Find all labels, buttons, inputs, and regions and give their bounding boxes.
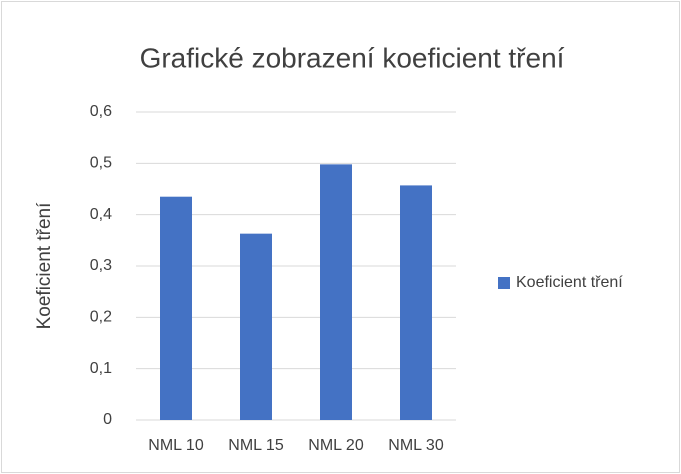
y-axis-label: Koeficient tření: [34, 202, 55, 329]
x-tick-label: NML 20: [308, 437, 364, 454]
x-tick-label: NML 10: [148, 437, 204, 454]
y-tick-label: 0,3: [90, 257, 112, 274]
x-tick-label: NML 15: [228, 437, 284, 454]
chart-title: Grafické zobrazení koeficient tření: [140, 42, 565, 73]
x-tick-label: NML 30: [388, 437, 444, 454]
y-tick-label: 0,6: [90, 103, 112, 120]
y-tick-label: 0,1: [90, 360, 112, 377]
y-tick-label: 0,4: [90, 206, 112, 223]
legend-label: Koeficient tření: [516, 274, 623, 291]
legend-swatch: [498, 277, 510, 289]
bar: [160, 196, 192, 420]
y-tick-label: 0: [103, 411, 112, 428]
bar: [240, 233, 272, 420]
bar: [400, 185, 432, 420]
y-tick-label: 0,2: [90, 309, 112, 326]
y-tick-label: 0,5: [90, 155, 112, 172]
bar: [320, 164, 352, 420]
